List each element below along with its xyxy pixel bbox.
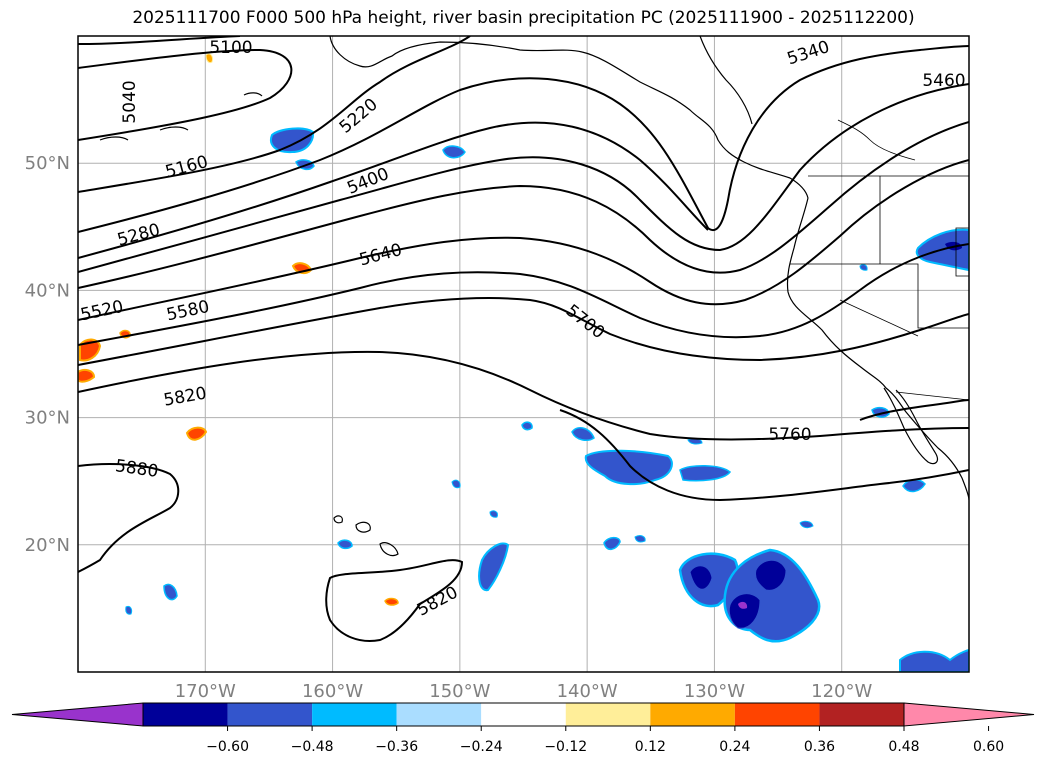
- precip-blob: [270, 127, 315, 154]
- colorbar-segment: [819, 703, 904, 726]
- contour-line: [78, 48, 293, 141]
- contour-line: [78, 83, 969, 273]
- colorbar-frame: [142, 702, 905, 727]
- contour-label: 5100: [209, 38, 252, 58]
- precip-blob: [125, 606, 133, 615]
- colorbar-extend-left: [11, 702, 144, 727]
- height-contours: [78, 36, 969, 642]
- colorbar-tick-label: −0.12: [544, 739, 587, 755]
- colorbar-tick-label: 0.36: [804, 739, 835, 755]
- longitude-label: 160°W: [302, 681, 363, 702]
- colorbar-segment: [565, 703, 651, 726]
- map-panel: [78, 36, 969, 672]
- precip-blob: [384, 597, 399, 606]
- colorbar-segment: [734, 703, 820, 726]
- latitude-label: 40°N: [25, 280, 70, 301]
- contour-line: [78, 159, 969, 321]
- contour-label: 5040: [120, 80, 140, 123]
- colorbar-tick-label: −0.48: [291, 739, 334, 755]
- map-frame: [77, 35, 970, 673]
- precip-blob: [79, 338, 102, 362]
- contour-label: 5760: [768, 425, 811, 445]
- longitude-label: 150°W: [429, 681, 490, 702]
- latitude-labels: 50°N 40°N 30°N 20°N: [25, 153, 70, 556]
- precip-blob: [603, 536, 621, 550]
- precip-blob: [584, 449, 673, 486]
- contour-line: [78, 45, 969, 233]
- colorbar-segment: [650, 703, 735, 726]
- colorbar-tick-label: 0.24: [719, 739, 750, 755]
- precip-blob: [337, 539, 353, 550]
- precip-blob: [859, 264, 868, 271]
- precip-blob: [728, 593, 761, 629]
- colorbar-segment: [227, 703, 313, 726]
- contour-line: [559, 409, 969, 502]
- precip-blob: [738, 601, 748, 609]
- precip-blob: [689, 565, 713, 590]
- longitude-label: 120°W: [811, 681, 872, 702]
- precip-blob: [634, 535, 646, 543]
- precip-blob: [489, 510, 498, 518]
- contour-line: [78, 463, 180, 573]
- precipitation-shading: [78, 53, 969, 672]
- precip-blob: [799, 520, 814, 529]
- map-title: 2025111700 F000 500 hPa height, river ba…: [132, 8, 915, 28]
- colorbar-tick-label: 0.12: [635, 739, 666, 755]
- latitude-label: 30°N: [25, 408, 70, 429]
- precip-blob: [163, 583, 178, 601]
- coastlines: [99, 36, 969, 557]
- contour-line: [78, 36, 241, 45]
- colorbar-extend-right: [903, 702, 1035, 727]
- longitude-label: 130°W: [684, 681, 745, 702]
- colorbar-tick-label: 0.60: [973, 739, 1004, 755]
- precip-blob: [571, 427, 595, 441]
- precip-blob: [185, 426, 208, 441]
- colorbar-tick-label: −0.24: [460, 739, 503, 755]
- colorbar: −0.60 −0.48 −0.36 −0.24 −0.12 0.12 0.24 0.36 0.4…: [11, 702, 1035, 755]
- contour-line: [78, 297, 969, 366]
- precip-blob: [78, 368, 96, 383]
- precip-blob: [451, 479, 461, 489]
- colorbar-tick-label: 0.48: [888, 739, 919, 755]
- gridlines: [78, 36, 969, 672]
- longitude-labels: 170°W 160°W 150°W 140°W 130°W 120°W: [175, 681, 873, 702]
- contour-line: [78, 350, 969, 441]
- precip-blob: [899, 648, 969, 672]
- precip-blob: [442, 145, 466, 159]
- colorbar-tick-label: −0.60: [206, 739, 249, 755]
- contour-line: [325, 559, 464, 642]
- latitude-label: 50°N: [25, 153, 70, 174]
- precip-blob: [205, 53, 213, 64]
- latitude-label: 20°N: [25, 535, 70, 556]
- contour-label: 5460: [922, 71, 965, 91]
- precip-blob: [679, 465, 732, 482]
- colorbar-segment: [143, 703, 228, 726]
- longitude-label: 140°W: [557, 681, 618, 702]
- colorbar-segment: [396, 703, 482, 726]
- colorbar-segment: [312, 703, 397, 726]
- contour-line: [78, 36, 471, 193]
- precip-blob: [521, 421, 533, 431]
- precip-blob: [755, 559, 787, 591]
- longitude-label: 170°W: [175, 681, 236, 702]
- contour-line: [78, 121, 709, 259]
- borders: [790, 119, 969, 401]
- colorbar-segment: [481, 703, 566, 726]
- contour-line: [78, 121, 969, 289]
- contour-line: [859, 399, 969, 421]
- contour-line: [78, 243, 969, 346]
- precip-blob: [478, 542, 510, 592]
- colorbar-tick-label: −0.36: [375, 739, 418, 755]
